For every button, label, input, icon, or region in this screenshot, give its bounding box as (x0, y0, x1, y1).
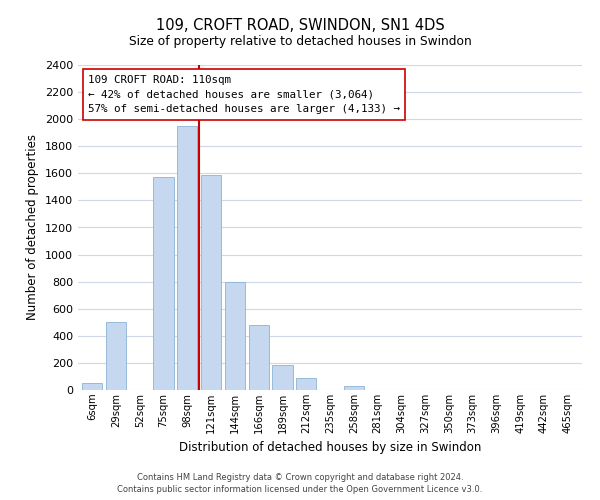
Text: Size of property relative to detached houses in Swindon: Size of property relative to detached ho… (128, 35, 472, 48)
Bar (272, 365, 293, 390)
Bar (225, 282, 245, 390)
Text: Contains HM Land Registry data © Crown copyright and database right 2024.
Contai: Contains HM Land Registry data © Crown c… (118, 472, 482, 494)
X-axis label: Distribution of detached houses by size in Swindon: Distribution of detached houses by size … (179, 442, 481, 454)
Bar (248, 325, 269, 390)
Bar (154, 176, 173, 390)
Bar (82, 382, 103, 390)
Bar (344, 386, 364, 390)
Bar (201, 174, 221, 390)
Bar (296, 378, 316, 390)
Text: 109, CROFT ROAD, SWINDON, SN1 4DS: 109, CROFT ROAD, SWINDON, SN1 4DS (155, 18, 445, 32)
Text: 109 CROFT ROAD: 110sqm
← 42% of detached houses are smaller (3,064)
57% of semi-: 109 CROFT ROAD: 110sqm ← 42% of detached… (88, 74, 400, 114)
Bar (106, 322, 126, 390)
Y-axis label: Number of detached properties: Number of detached properties (26, 134, 40, 320)
Bar (177, 126, 197, 390)
